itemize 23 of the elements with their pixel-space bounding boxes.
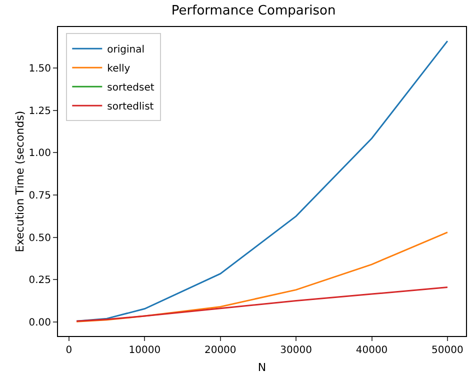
x-tick-label: 20000 — [204, 345, 236, 356]
y-tick-label: 0.75 — [28, 190, 51, 202]
y-tick-label: 0.00 — [28, 317, 51, 328]
chart-title: Performance Comparison — [171, 4, 336, 19]
line-series — [76, 40, 448, 322]
line-series — [76, 232, 448, 322]
line-series — [76, 286, 448, 322]
y-tick-label: 1.25 — [28, 106, 51, 117]
y-tick-label: 1.00 — [28, 148, 51, 160]
y-tick-label: 1.50 — [28, 64, 51, 75]
x-tick-label: 10000 — [128, 345, 161, 356]
y-axis-title: Execution Time (seconds) — [14, 110, 27, 252]
x-tick-label: 30000 — [280, 345, 312, 356]
y-tick-label: 0.50 — [28, 232, 51, 244]
x-tick-label: 50000 — [432, 345, 464, 356]
x-axis-title: N — [258, 361, 266, 374]
legend-label: original — [107, 44, 145, 56]
y-tick-label: 0.25 — [28, 275, 51, 286]
x-tick-label: 40000 — [356, 345, 388, 356]
legend-label: kelly — [107, 64, 130, 75]
legend-label: sortedlist — [107, 102, 154, 113]
legend-label: sortedset — [107, 82, 154, 94]
x-tick-label: 0 — [66, 345, 72, 356]
